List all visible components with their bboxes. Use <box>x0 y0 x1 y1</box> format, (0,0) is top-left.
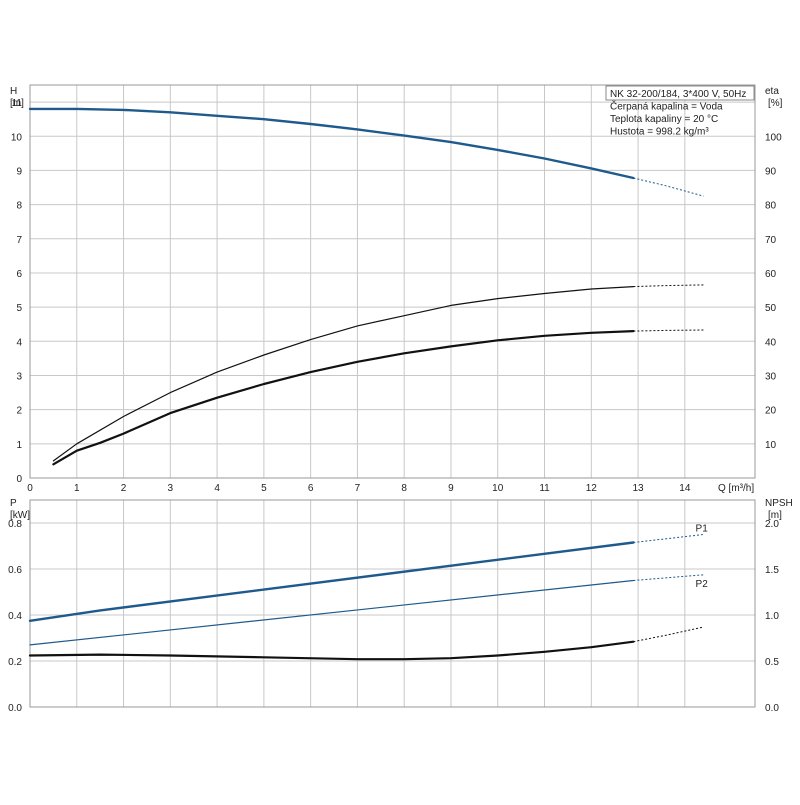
x-tick-label: 1 <box>74 483 80 494</box>
info-box-line: Hustota = 998.2 kg/m³ <box>610 127 709 138</box>
x-tick-label: 6 <box>308 483 314 494</box>
y-left-tick-label: 9 <box>16 166 22 177</box>
series-line-eta_upper <box>52 286 635 462</box>
x-tick-label: 7 <box>355 483 361 494</box>
y-right-tick-label: 80 <box>765 201 777 212</box>
y-left-tick-label: 11 <box>12 98 23 109</box>
series-line-eta_lower <box>52 330 635 466</box>
x-axis-label: Q [m³/h] <box>718 483 754 494</box>
series-line-NPSH <box>28 640 635 661</box>
y-left-tick-label: 8 <box>16 201 22 212</box>
y-right-tick-label: 2.0 <box>765 519 779 530</box>
y-right-axis-unit: [%] <box>768 98 783 109</box>
plot-frame <box>29 499 756 708</box>
y-left-axis-unit: [kW] <box>10 510 30 521</box>
y-left-tick-label: 0.8 <box>8 519 22 530</box>
y-left-tick-label: 0.0 <box>8 703 22 714</box>
y-left-tick-label: 6 <box>16 269 22 280</box>
panel-2 <box>28 499 756 708</box>
plot-frame <box>29 84 756 479</box>
y-right-axis-label: NPSH <box>765 498 793 509</box>
series-extension-NPSH <box>633 626 704 643</box>
series-line-H <box>28 107 635 180</box>
x-tick-label: 5 <box>261 483 267 494</box>
panel-1 <box>28 84 756 479</box>
y-right-tick-label: 1.5 <box>765 565 779 576</box>
y-left-tick-label: 4 <box>16 337 22 348</box>
y-left-tick-label: 10 <box>11 132 23 143</box>
series-extension-eta_lower <box>633 329 704 332</box>
y-left-tick-label: 1 <box>16 440 22 451</box>
info-box-line: Teplota kapaliny = 20 °C <box>610 114 718 125</box>
series-label-P2: P2 <box>696 579 709 590</box>
series-extension-eta_upper <box>633 284 704 288</box>
y-left-tick-label: 5 <box>16 303 22 314</box>
y-right-tick-label: 1.0 <box>765 611 779 622</box>
y-right-axis-label: eta <box>765 86 779 97</box>
y-right-tick-label: 0.5 <box>765 657 779 668</box>
x-tick-label: 12 <box>586 483 598 494</box>
y-right-tick-label: 70 <box>765 235 777 246</box>
y-right-tick-label: 30 <box>765 371 777 382</box>
x-tick-label: 9 <box>448 483 454 494</box>
x-tick-label: 0 <box>27 483 33 494</box>
y-right-tick-label: 10 <box>765 440 777 451</box>
series-extension-P1 <box>633 534 704 543</box>
y-left-tick-label: 0.6 <box>8 565 22 576</box>
y-left-tick-label: 2 <box>16 406 22 417</box>
info-box <box>605 85 755 101</box>
y-right-tick-label: 60 <box>765 269 777 280</box>
y-left-tick-label: 7 <box>16 235 22 246</box>
y-right-tick-label: 90 <box>765 166 777 177</box>
y-right-tick-label: 20 <box>765 406 777 417</box>
series-line-P1 <box>28 541 635 622</box>
info-box-line: NK 32-200/184, 3*400 V, 50Hz <box>610 89 746 100</box>
y-right-tick-label: 40 <box>765 337 777 348</box>
series-line-P2 <box>29 579 635 646</box>
y-left-tick-label: 0 <box>16 474 22 485</box>
y-right-tick-label: 50 <box>765 303 777 314</box>
x-tick-label: 8 <box>401 483 407 494</box>
y-right-tick-label: 0.0 <box>765 703 779 714</box>
x-tick-label: 11 <box>539 483 550 494</box>
x-tick-label: 13 <box>633 483 645 494</box>
y-right-tick-label: 100 <box>765 132 782 143</box>
y-right-axis-unit: [m] <box>768 510 782 521</box>
y-left-axis-label: P <box>10 498 17 509</box>
series-label-P1: P1 <box>696 524 709 535</box>
x-tick-label: 14 <box>679 483 691 494</box>
y-left-tick-label: 0.2 <box>8 657 22 668</box>
series-extension-H <box>633 177 704 197</box>
info-box-line: Čerpaná kapalina = Voda <box>610 100 723 113</box>
info-box-title-frame <box>605 85 755 101</box>
y-left-tick-label: 3 <box>16 371 22 382</box>
y-left-axis-label: H <box>10 86 17 97</box>
x-tick-label: 3 <box>168 483 174 494</box>
x-tick-label: 10 <box>492 483 504 494</box>
x-tick-label: 4 <box>214 483 220 494</box>
series-extension-P2 <box>633 574 704 581</box>
y-left-axis-unit: [m] <box>10 98 24 109</box>
y-left-tick-label: 0.4 <box>8 611 22 622</box>
x-tick-label: 2 <box>121 483 127 494</box>
